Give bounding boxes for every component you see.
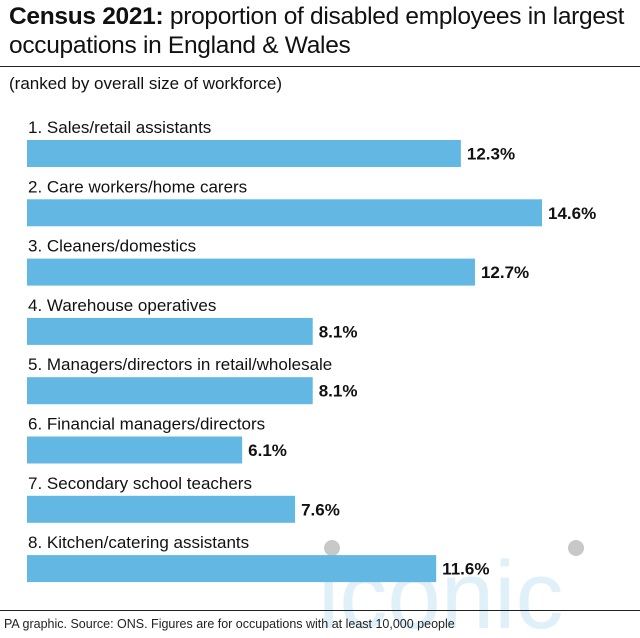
category-label: 3. Cleaners/domestics xyxy=(28,237,196,256)
category-label: 8. Kitchen/catering assistants xyxy=(28,533,249,552)
value-label: 11.6% xyxy=(442,560,489,579)
chart-title: Census 2021: proportion of disabled empl… xyxy=(9,2,634,60)
chart-title-bold: Census 2021: xyxy=(9,3,164,30)
source-note: PA graphic. Source: ONS. Figures are for… xyxy=(4,617,455,631)
value-label: 6.1% xyxy=(248,441,287,460)
bar xyxy=(27,140,461,167)
bar xyxy=(27,495,296,523)
bar xyxy=(27,258,475,286)
category-label: 6. Financial managers/directors xyxy=(28,415,265,434)
category-label: 4. Warehouse operatives xyxy=(28,296,216,315)
chart-title-rest: proportion of disabled employees in larg… xyxy=(9,3,625,59)
value-label: 8.1% xyxy=(319,322,358,341)
category-label: 7. Secondary school teachers xyxy=(28,474,252,493)
value-label: 12.3% xyxy=(467,145,515,164)
bar xyxy=(27,377,313,405)
bar xyxy=(27,199,542,227)
bar xyxy=(27,555,437,583)
category-label: 1. Sales/retail assistants xyxy=(28,118,211,137)
bar xyxy=(27,436,243,464)
category-label: 5. Managers/directors in retail/wholesal… xyxy=(28,355,332,374)
header-rule xyxy=(0,66,640,67)
value-label: 7.6% xyxy=(301,500,340,519)
footer-rule xyxy=(0,610,640,611)
value-label: 12.7% xyxy=(481,263,529,282)
category-label: 2. Care workers/home carers xyxy=(28,177,247,196)
bar xyxy=(27,317,313,345)
chart-subtitle: (ranked by overall size of workforce) xyxy=(9,74,283,93)
value-label: 14.6% xyxy=(548,204,596,223)
value-label: 8.1% xyxy=(319,382,358,401)
